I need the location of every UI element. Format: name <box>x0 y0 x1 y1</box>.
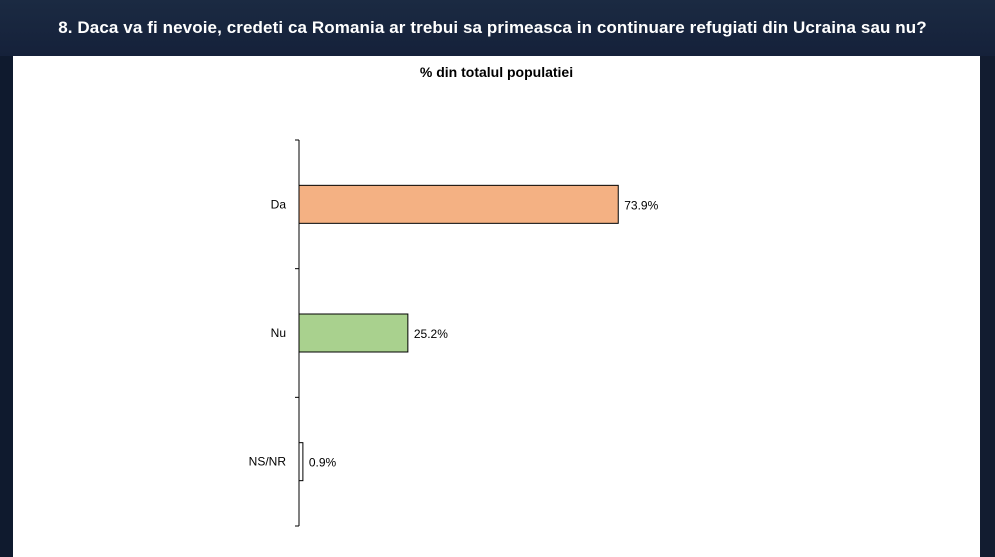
left-margin <box>0 56 13 557</box>
chart-subtitle: % din totalul populatiei <box>419 64 574 80</box>
header-bar: 8. Daca va fi nevoie, credeti ca Romania… <box>0 0 995 56</box>
data-label: 73.9% <box>624 198 658 212</box>
category-label: Nu <box>271 326 286 340</box>
bar <box>298 442 304 482</box>
category-label: NS/NR <box>249 455 287 469</box>
category-label: Da <box>271 197 287 211</box>
bar <box>298 184 619 224</box>
bar <box>298 313 409 353</box>
right-margin <box>980 56 995 557</box>
data-label: 0.9% <box>309 456 337 470</box>
data-label: 25.2% <box>414 327 448 341</box>
page-title: 8. Daca va fi nevoie, credeti ca Romania… <box>58 18 927 37</box>
bar-chart: Da 73.9% Nu 25.2% NS/NR 0.9% <box>249 139 659 527</box>
chart-panel: % din totalul populatiei Da 73.9% Nu 25.2% N… <box>13 56 980 557</box>
